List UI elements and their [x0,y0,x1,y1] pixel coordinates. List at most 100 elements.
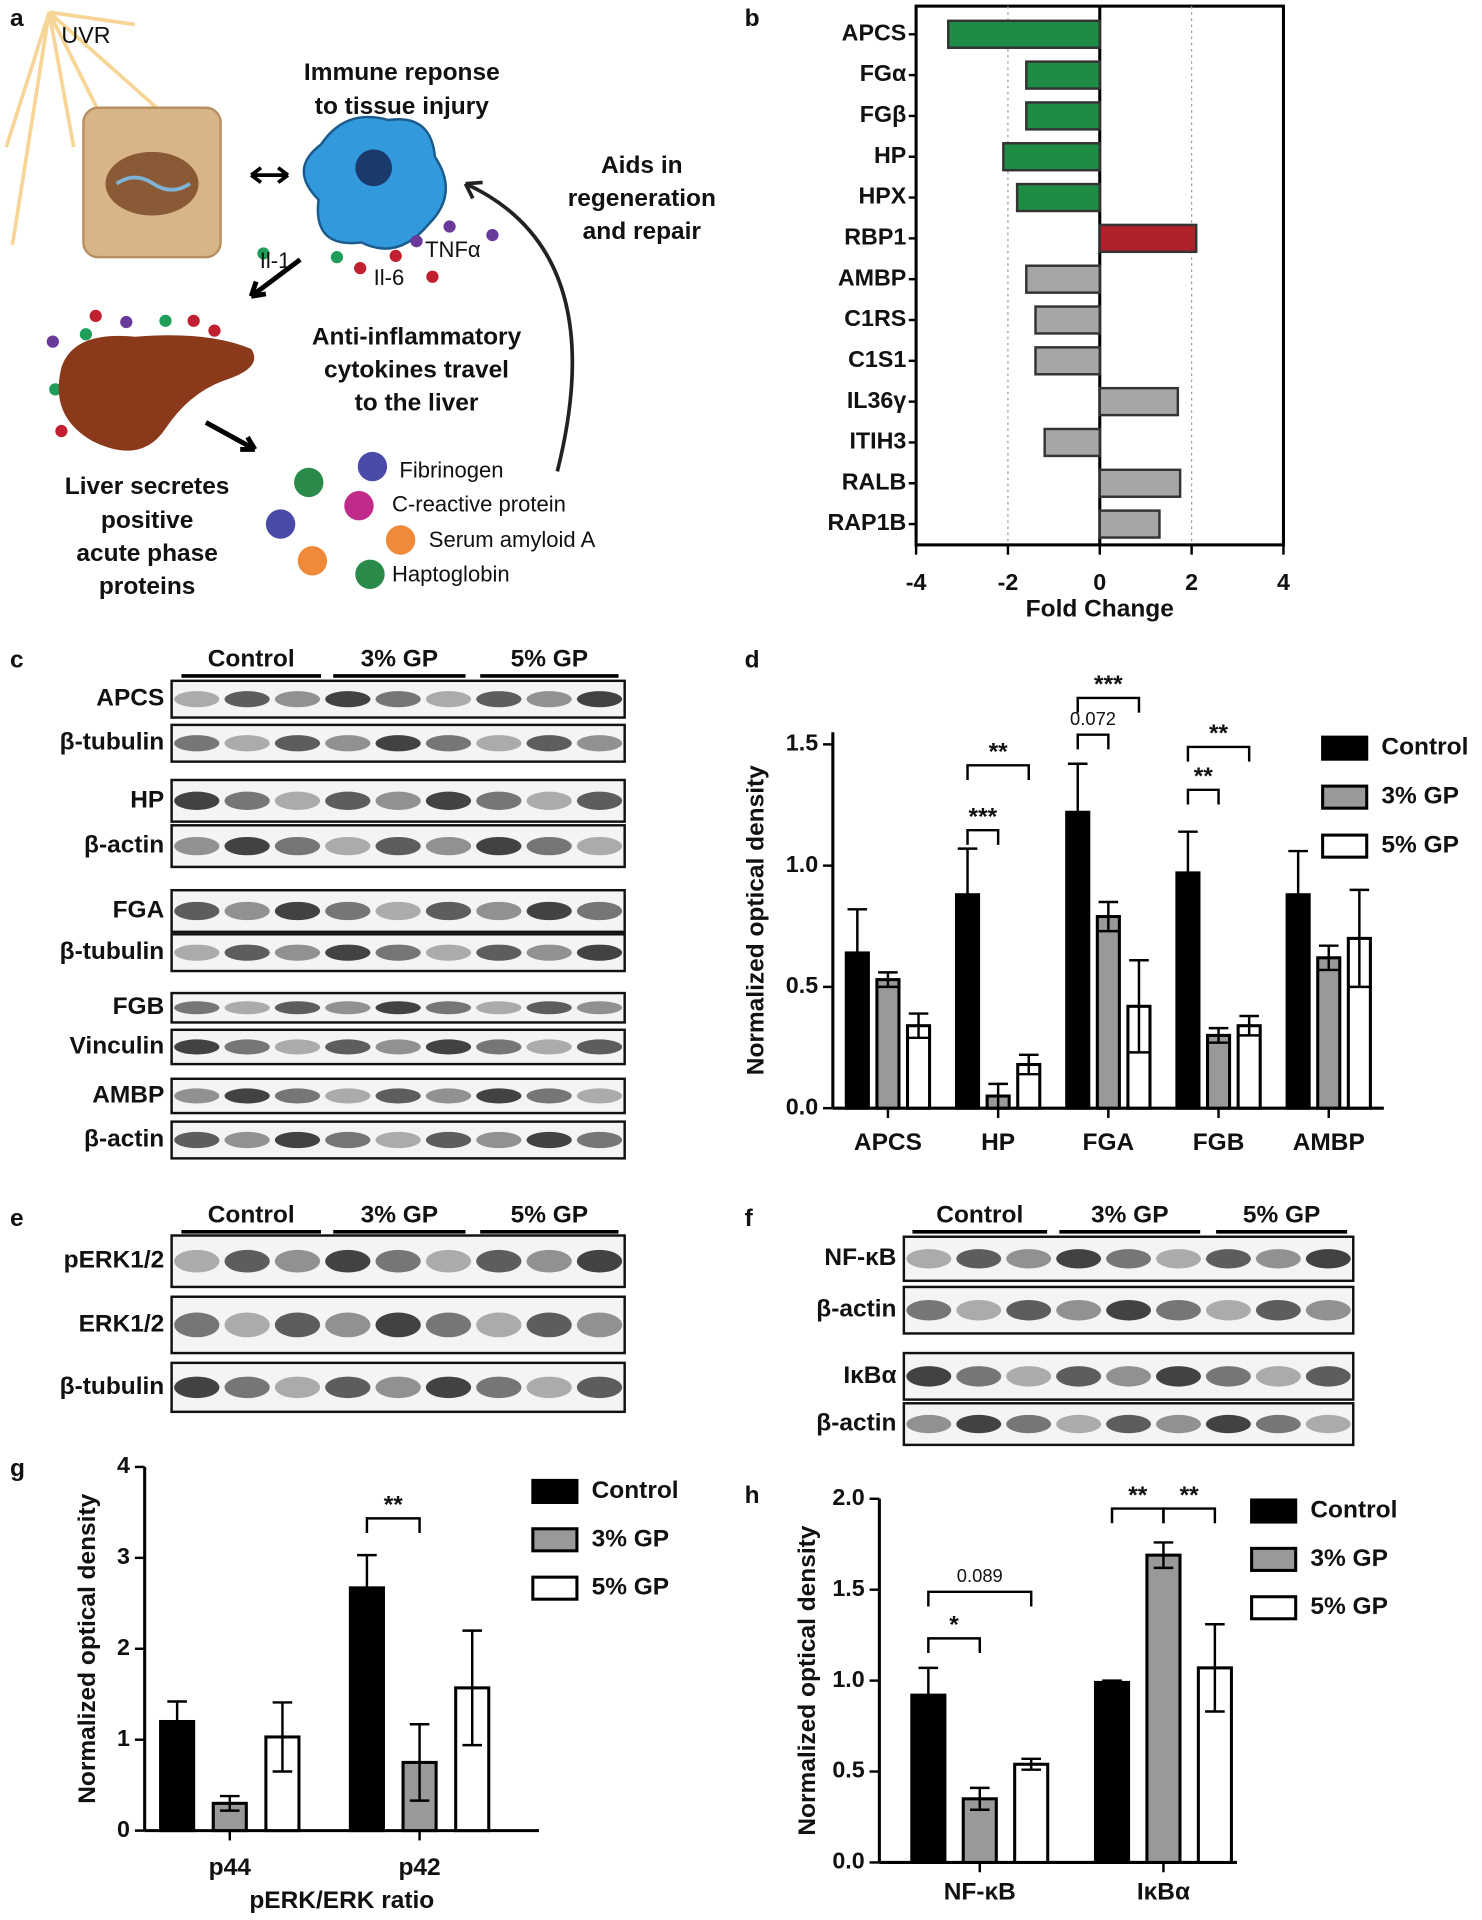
diagram-label: UVR [61,22,110,48]
y-tick-label: 0.0 [786,1093,818,1119]
blot-band [956,1414,1002,1434]
diagram-label: TNFα [425,237,481,262]
blot-band [375,1039,421,1055]
error-bar [1067,762,1088,863]
blot-band [1056,1366,1102,1387]
blot-band [224,1088,270,1104]
bar [1093,1680,1131,1864]
blot-band [274,1131,321,1149]
blot-band [1056,1414,1102,1434]
blot-band [325,1088,371,1104]
diagram-label: Fibrinogen [399,457,503,482]
blot-row-label: β-actin [84,832,164,859]
panel-label: h [745,1482,760,1509]
blot-group-label: 5% GP [511,645,589,672]
error-bar [167,1700,187,1743]
blot-band [425,791,472,810]
diagram-label: Liver secretes [65,473,230,500]
blot-band [274,901,321,921]
blot-row-label: β-actin [84,1125,164,1152]
blot-band [224,1249,270,1273]
blot-band [174,791,220,810]
blot-band [1255,1299,1301,1321]
error-bar [409,1723,430,1802]
blot-row-label: FGA [113,896,165,923]
significance-label: ** [1180,1482,1200,1509]
x-tick-label: AMBP [1293,1129,1365,1156]
bar [1025,101,1101,131]
significance-label: *** [1094,671,1123,698]
significance-label: ** [1128,1482,1148,1509]
blot-band [224,944,270,961]
blot-band [325,1131,371,1149]
blot-group-label: 3% GP [1091,1201,1169,1228]
blot-band [174,1131,220,1149]
blot-band [576,1312,623,1338]
significance-bracket [966,764,1030,780]
blot-band [576,691,623,708]
y-tick-label: 1.0 [832,1666,864,1692]
blot-band [375,735,421,752]
y-tick-label: C1S1 [848,346,906,372]
blot-band [526,1376,572,1399]
blot-band [375,1376,421,1399]
error-bar [1021,1757,1041,1771]
blot-band [274,1312,321,1338]
diagram-label: to the liver [355,390,479,417]
panel-label: f [745,1205,754,1232]
y-tick-label: 0.5 [832,1757,864,1783]
blot-band [325,1001,371,1015]
blot-band [224,1131,270,1149]
significance-label: 0.089 [957,1565,1003,1586]
y-tick-label: FGβ [860,101,906,127]
diagram-label: proteins [99,573,196,600]
significance-bracket [1186,745,1251,762]
blot-band [174,735,220,752]
blot-band [526,836,572,856]
legend-label: 5% GP [1310,1593,1388,1620]
legend-label: 5% GP [592,1574,670,1601]
blot-band [476,944,522,961]
x-tick-label: -4 [906,569,927,595]
error-bar [357,1553,377,1622]
blot-band [1156,1249,1201,1269]
legend-label: 5% GP [1381,832,1459,859]
blot-band [1056,1299,1102,1321]
blot-band [476,1312,522,1338]
blot-box [170,1028,626,1066]
blot-band [274,1001,321,1015]
error-bar [1102,1679,1122,1686]
y-tick-label: 3 [117,1543,130,1569]
blot-band [224,1039,270,1055]
y-tick-label: 2.0 [832,1484,864,1510]
diagram-label: regeneration [568,185,716,212]
blot-band [526,901,572,921]
diagram-label: Serum amyloid A [429,527,596,552]
blot-band [425,1312,472,1338]
diagram-label: Il-1 [260,248,291,273]
blot-band [274,836,321,856]
error-bar [1205,1623,1225,1713]
y-tick-label: 2 [117,1634,130,1660]
significance-label: * [949,1612,959,1639]
x-tick-label: p42 [398,1854,440,1881]
legend-label: Control [1310,1496,1397,1523]
blot-row-label: NF-κB [824,1244,896,1271]
blot-band [425,1088,472,1104]
legend-swatch [1250,1498,1298,1524]
blot-band [375,1088,421,1104]
y-tick-label: RAP1B [827,509,906,535]
blot-band [425,1131,472,1149]
blot-band [1106,1414,1152,1434]
blot-band [375,1249,421,1273]
error-bar [1129,958,1149,1054]
bar [1098,468,1182,498]
blot-band [526,1131,572,1149]
blot-band [174,901,220,921]
blot-band [174,1039,220,1055]
blot-band [1205,1299,1251,1321]
legend-swatch [1250,1595,1298,1621]
panel-label: g [10,1455,25,1482]
blot-row-label: FGB [113,993,165,1020]
blot-group-label: 5% GP [511,1201,589,1228]
